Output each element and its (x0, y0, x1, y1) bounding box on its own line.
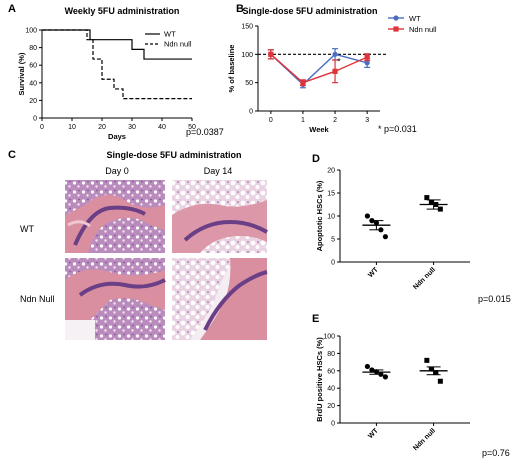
y-tick-label: 15 (327, 191, 335, 198)
panel-a-pvalue: p=0.0387 (186, 127, 224, 137)
series-ndn-null (42, 29, 192, 100)
x-tick-label: 50 (188, 124, 196, 131)
panel-d-pvalue: p=0.015 (478, 294, 511, 304)
y-tick-label: 10 (327, 214, 335, 221)
x-tick-label: 0 (40, 124, 44, 131)
chart-b: 0 50 100 150 0 1 2 3 Week % of baseline WT Ndn null… (227, 14, 437, 134)
data-point (437, 378, 443, 384)
legend-label: WT (164, 30, 176, 39)
histology-ndn-day0 (65, 258, 166, 340)
significance-asterisk: * (337, 57, 341, 67)
data-point (364, 363, 370, 370)
y-tick-label: 5 (331, 237, 335, 244)
y-tick-label: 0 (331, 421, 335, 428)
histology-wt-day14 (172, 180, 269, 253)
y-tick-label: 0 (33, 116, 37, 123)
x-tick-label: WT (367, 266, 380, 279)
x-tick-label: 30 (128, 124, 136, 131)
x-axis-label: Days (108, 132, 126, 141)
panel-b-pvalue: * p=0.031 (378, 124, 417, 134)
series-line-ndn-null (270, 53, 368, 84)
panel-e-pvalue: p=0.76 (482, 448, 510, 458)
point-wt (332, 51, 338, 57)
x-tick-label: 3 (365, 117, 369, 124)
y-tick-label: 0 (331, 260, 335, 267)
x-tick-label: 0 (269, 117, 273, 124)
panel-c-title: Single-dose 5FU administration (106, 150, 241, 160)
histology-ndn-day14 (172, 258, 268, 340)
col-label-day0: Day 0 (105, 166, 129, 176)
data-point (382, 374, 388, 380)
series-line-wt (270, 53, 368, 86)
y-tick-label: 80 (29, 45, 37, 52)
y-tick-label: 150 (241, 24, 253, 31)
y-axis-label: BrdU positive HSCs (%) (315, 337, 324, 422)
panel-d-letter: D (312, 153, 320, 165)
y-tick-label: 80 (327, 351, 335, 358)
y-tick-label: 20 (327, 403, 335, 410)
x-tick-label: Ndn null (412, 266, 437, 291)
y-axis-label: Survival (%) (17, 52, 26, 95)
col-label-day14: Day 14 (204, 166, 233, 176)
data-point (428, 366, 434, 372)
x-tick-label: WT (367, 427, 380, 440)
panel-b: B Single-dose 5FU administration 0 50 100 1… (227, 3, 437, 134)
point-ndn-null (364, 54, 370, 60)
point-ndn-null (268, 51, 274, 57)
row-label-ndn-null: Ndn Null (20, 294, 55, 304)
data-point (424, 195, 430, 201)
legend-label: Ndn null (164, 40, 192, 49)
legend-label-ndn-null: Ndn null (409, 25, 437, 34)
x-tick-label: 2 (333, 117, 337, 124)
y-tick-label: 60 (29, 63, 37, 70)
panel-b-letter: B (236, 3, 244, 15)
panel-a-title: Weekly 5FU administration (65, 6, 180, 16)
data-point (428, 199, 434, 205)
legend-marker-wt (393, 15, 399, 21)
panel-b-title: Single-dose 5FU administration (242, 6, 377, 16)
y-tick-label: 20 (29, 98, 37, 105)
point-wt (364, 60, 370, 66)
series-wt (42, 29, 192, 60)
point-ndn-null (332, 68, 338, 74)
panel-a-letter: A (8, 3, 16, 15)
data-point (382, 234, 388, 240)
legend-label-wt: WT (409, 14, 421, 23)
y-tick-label: 40 (29, 80, 37, 87)
y-tick-label: 50 (245, 80, 253, 87)
y-tick-label: 100 (323, 334, 335, 341)
y-tick-label: 40 (327, 386, 335, 393)
panel-c-letter: C (8, 149, 16, 161)
y-tick-label: 20 (327, 168, 335, 175)
y-tick-label: 60 (327, 368, 335, 375)
x-tick-label: Ndn null (412, 427, 437, 452)
y-tick-label: 100 (241, 52, 253, 59)
x-tick-label: 1 (301, 117, 305, 124)
x-tick-label: 40 (158, 124, 166, 131)
x-axis-label: Week (309, 125, 329, 134)
panel-c: C Single-dose 5FU administration Day 0 D… (8, 149, 269, 340)
x-tick-label: 20 (98, 124, 106, 131)
legend-marker-ndn-null (393, 26, 399, 32)
y-axis-label: % of baseline (227, 45, 236, 93)
histology-wt-day0 (65, 180, 165, 253)
chart-a: 0 20 40 60 80 100 0 10 20 30 40 50 Days Survival (%) W… (17, 28, 196, 142)
y-tick-label: 100 (25, 28, 37, 35)
y-tick-label: 0 (249, 109, 253, 116)
data-point (433, 370, 439, 376)
point-ndn-null (300, 80, 306, 86)
data-point (364, 213, 370, 219)
x-tick-label: 10 (68, 124, 76, 131)
row-label-wt: WT (20, 224, 34, 234)
data-point (424, 357, 430, 363)
y-axis-label: Apoptotic HSCs (%) (315, 180, 324, 251)
panel-e-letter: E (312, 313, 319, 325)
panel-a: A Weekly 5FU administration 020406080100… (8, 3, 224, 141)
